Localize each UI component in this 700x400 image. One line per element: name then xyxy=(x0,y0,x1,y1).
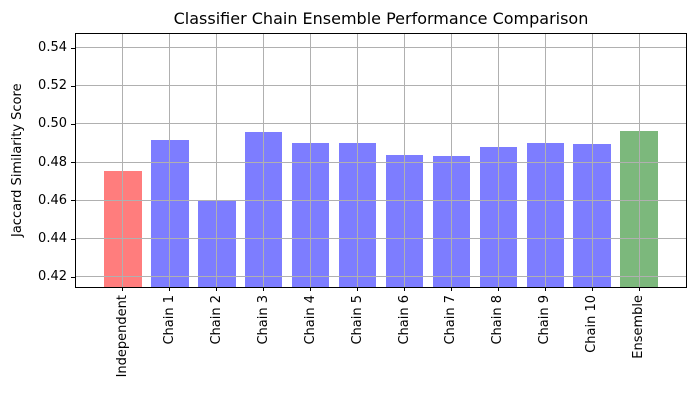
x-tick-label: Chain 5 xyxy=(349,295,365,345)
x-tick-mark xyxy=(497,287,499,291)
bar-chain-1 xyxy=(151,139,189,287)
y-tick-mark xyxy=(71,123,75,125)
x-tick-mark xyxy=(638,287,640,291)
x-tick-mark xyxy=(591,287,593,291)
x-tick-label: Chain 10 xyxy=(584,295,600,353)
y-tick-mark xyxy=(71,162,75,164)
x-tick-label: Chain 8 xyxy=(490,295,506,345)
y-tick-mark xyxy=(71,85,75,87)
x-tick-label: Chain 6 xyxy=(396,295,412,345)
chart-title: Classifier Chain Ensemble Performance Co… xyxy=(173,9,589,28)
y-tick-mark xyxy=(71,47,75,49)
x-tick-label: Ensemble xyxy=(631,295,647,359)
bar-chain-5 xyxy=(338,142,377,287)
bar-chain-3 xyxy=(244,132,283,287)
bar-ensemble xyxy=(620,131,658,287)
bar-independent xyxy=(104,170,142,287)
y-tick-mark xyxy=(71,276,75,278)
y-tick-mark xyxy=(71,200,75,202)
bar-chain-8 xyxy=(479,147,517,287)
x-tick-mark xyxy=(216,287,218,291)
plot-area xyxy=(75,33,687,288)
y-tick-label: 0.42 xyxy=(38,269,67,285)
y-tick-mark xyxy=(71,238,75,240)
y-tick-label: 0.50 xyxy=(38,116,67,132)
y-tick-label: 0.46 xyxy=(38,192,67,208)
x-tick-mark xyxy=(544,287,546,291)
y-tick-label: 0.44 xyxy=(38,231,67,246)
x-tick-mark xyxy=(404,287,405,291)
x-tick-label: Chain 9 xyxy=(537,295,553,345)
x-tick-label: Chain 7 xyxy=(443,295,459,345)
y-tick-label: 0.54 xyxy=(38,40,67,56)
x-tick-mark xyxy=(263,287,265,291)
y-tick-label: 0.52 xyxy=(38,78,67,94)
bars-layer xyxy=(76,34,686,287)
x-tick-mark xyxy=(169,287,171,291)
x-tick-label: Chain 4 xyxy=(302,295,318,345)
bar-chain-4 xyxy=(291,142,330,287)
x-tick-mark xyxy=(450,287,452,291)
x-tick-label: Chain 2 xyxy=(208,295,224,345)
x-tick-label: Chain 3 xyxy=(255,295,271,345)
bar-chain-9 xyxy=(526,142,564,287)
y-tick-label: 0.48 xyxy=(38,154,67,170)
x-tick-mark xyxy=(122,287,124,291)
x-tick-mark xyxy=(310,287,312,291)
bar-chain-10 xyxy=(573,143,611,287)
bar-chain-6 xyxy=(385,154,424,287)
x-tick-label: Chain 1 xyxy=(161,295,177,345)
x-tick-label: Independent xyxy=(114,295,130,378)
bar-chain-7 xyxy=(432,156,471,287)
x-tick-mark xyxy=(357,287,358,291)
bar-chain-2 xyxy=(198,200,236,287)
